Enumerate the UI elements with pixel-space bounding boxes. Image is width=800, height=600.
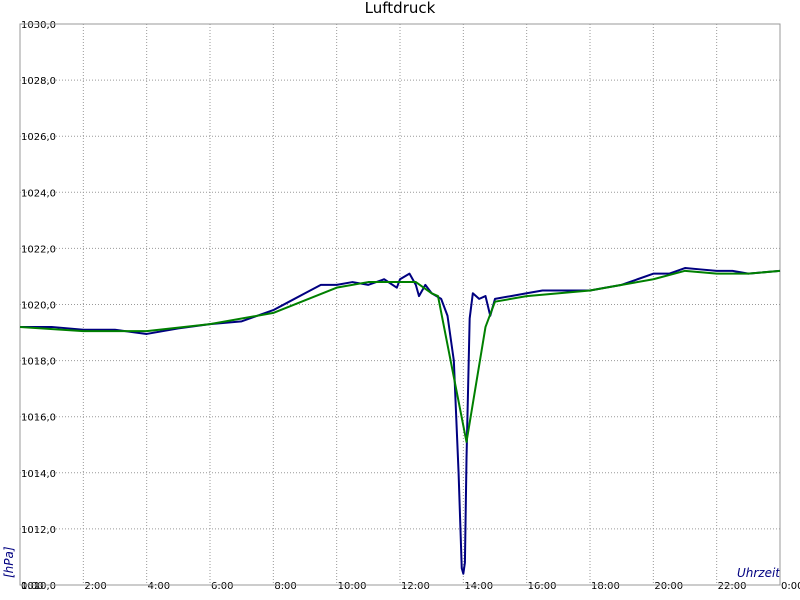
plot-frame bbox=[19, 23, 781, 586]
x-tick-label: 12:00 bbox=[401, 581, 430, 592]
y-tick-label: 1020,0 bbox=[21, 301, 56, 312]
y-tick-label: 1024,0 bbox=[21, 188, 56, 199]
x-tick-label: 4:00 bbox=[148, 581, 170, 592]
x-axis-label: Uhrzeit bbox=[737, 566, 781, 580]
x-tick-label: 0:00 bbox=[781, 581, 800, 592]
series-line bbox=[19, 269, 781, 443]
y-tick-label: 1022,0 bbox=[21, 244, 56, 255]
y-tick-label: 1028,0 bbox=[21, 76, 56, 87]
x-tick-label: 10:00 bbox=[338, 581, 367, 592]
y-tick-label: 1016,0 bbox=[21, 413, 56, 424]
x-tick-label: 16:00 bbox=[528, 581, 557, 592]
chart-title: Luftdruck bbox=[365, 0, 436, 17]
x-tick-label: 2:00 bbox=[84, 581, 106, 592]
y-tick-label: 1018,0 bbox=[21, 357, 56, 368]
y-tick-label: 1010,0 bbox=[21, 581, 56, 592]
x-tick-label: 8:00 bbox=[274, 581, 296, 592]
x-tick-label: 6:00 bbox=[211, 581, 233, 592]
series-line bbox=[20, 267, 781, 575]
y-tick-label: 1012,0 bbox=[21, 525, 56, 536]
x-tick-label: 18:00 bbox=[591, 581, 620, 592]
x-tick-label: 14:00 bbox=[464, 581, 493, 592]
x-tick-label: 0:00 bbox=[21, 581, 43, 592]
y-tick-label: 1026,0 bbox=[21, 132, 56, 143]
y-tick-label: 1030,0 bbox=[21, 20, 56, 31]
x-tick-label: 20:00 bbox=[654, 581, 683, 592]
x-tick-label: 22:00 bbox=[718, 581, 747, 592]
y-axis-label: [hPa] bbox=[2, 546, 16, 578]
y-tick-label: 1014,0 bbox=[21, 469, 56, 480]
